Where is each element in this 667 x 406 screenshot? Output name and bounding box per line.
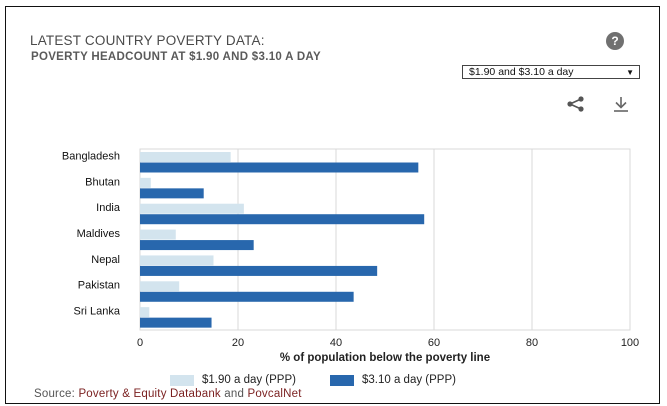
y-category-label: Nepal bbox=[91, 254, 120, 266]
legend: $1.90 a day (PPP) $3.10 a day (PPP) bbox=[170, 374, 490, 386]
bar bbox=[140, 214, 425, 225]
source-note: Source: Poverty & Equity Databank and Po… bbox=[34, 388, 302, 400]
y-category-label: Bhutan bbox=[85, 176, 120, 188]
plot-area bbox=[139, 148, 631, 331]
source-link-databank[interactable]: Poverty & Equity Databank bbox=[78, 388, 221, 400]
bar bbox=[140, 177, 151, 188]
x-tick-label: 60 bbox=[428, 337, 440, 349]
x-tick-label: 20 bbox=[232, 337, 244, 349]
chart-title: LATEST COUNTRY POVERTY DATA: bbox=[30, 33, 265, 48]
legend-item-190[interactable]: $1.90 a day (PPP) bbox=[170, 374, 296, 386]
share-icon[interactable] bbox=[566, 96, 586, 112]
bar bbox=[140, 203, 244, 214]
chart-subtitle: POVERTY HEADCOUNT AT $1.90 AND $3.10 A D… bbox=[31, 51, 321, 63]
source-and: and bbox=[220, 388, 248, 400]
x-tick-label: 40 bbox=[330, 337, 342, 349]
bar bbox=[140, 265, 378, 276]
bar bbox=[140, 255, 214, 266]
y-category-label: Pakistan bbox=[78, 280, 120, 292]
legend-swatch-310 bbox=[329, 374, 354, 386]
bar bbox=[140, 317, 212, 328]
legend-label-190: $1.90 a day (PPP) bbox=[202, 374, 296, 386]
source-link-povcalnet[interactable]: PovcalNet bbox=[247, 388, 302, 400]
bar bbox=[140, 188, 204, 199]
x-tick-label: 100 bbox=[621, 337, 639, 349]
bar bbox=[140, 229, 176, 240]
bar bbox=[140, 152, 231, 162]
bar bbox=[140, 162, 419, 173]
download-icon[interactable] bbox=[612, 95, 630, 113]
x-tick-label: 80 bbox=[526, 337, 538, 349]
chevron-down-icon: ▼ bbox=[626, 67, 634, 77]
legend-label-310: $3.10 a day (PPP) bbox=[361, 374, 456, 386]
x-axis-title: % of population below the poverty line bbox=[280, 352, 490, 364]
x-tick-label: 0 bbox=[137, 337, 143, 349]
legend-swatch-190 bbox=[170, 374, 194, 386]
legend-item-310[interactable]: $3.10 a day (PPP) bbox=[329, 374, 456, 386]
bar bbox=[140, 281, 180, 292]
y-category-label: Maldives bbox=[77, 228, 121, 240]
y-category-label: India bbox=[96, 202, 121, 214]
bar bbox=[140, 240, 254, 251]
y-category-label: Sri Lanka bbox=[74, 306, 121, 318]
help-icon[interactable]: ? bbox=[606, 32, 624, 50]
help-icon-label: ? bbox=[611, 34, 619, 48]
bar bbox=[140, 307, 150, 318]
poverty-line-select-value: $1.90 and $3.10 a day bbox=[469, 66, 574, 78]
y-category-label: Bangladesh bbox=[62, 150, 120, 162]
source-prefix: Source: bbox=[34, 388, 79, 400]
bar bbox=[140, 291, 354, 302]
poverty-line-select[interactable]: $1.90 and $3.10 a day ▼ bbox=[462, 65, 640, 79]
